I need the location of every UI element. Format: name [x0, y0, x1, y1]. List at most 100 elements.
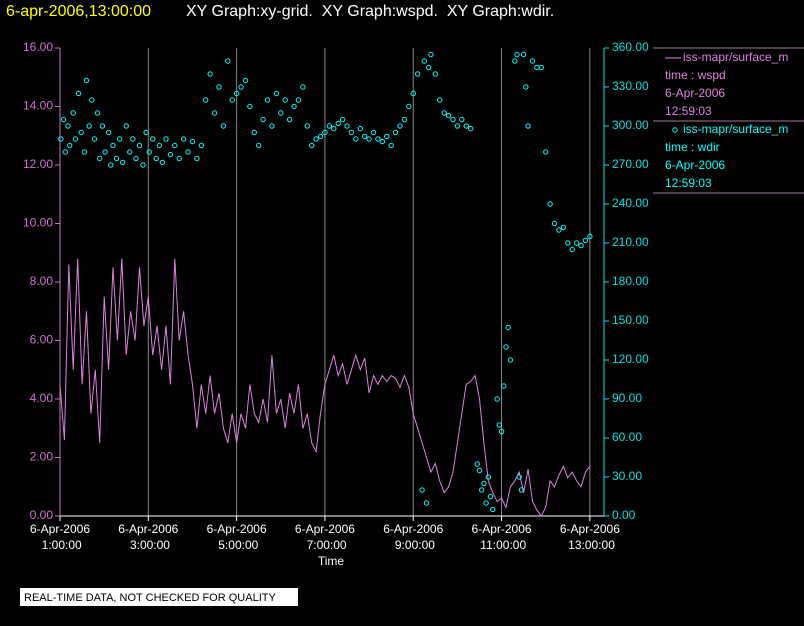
y2-tick-label: 0.00: [612, 508, 636, 522]
wdir-point: [180, 136, 187, 142]
y2-tick-label: 300.00: [612, 118, 649, 132]
wdir-point: [207, 71, 213, 77]
y2-tick-label: 30.00: [612, 469, 642, 483]
legend-entry: iss-mapr/surface_m: [683, 50, 788, 64]
wdir-point: [60, 116, 67, 123]
legend-detail: 6-Apr-2006: [665, 158, 725, 172]
wdir-point: [269, 123, 275, 129]
wdir-point: [467, 125, 474, 132]
y-tick-label: 16.00: [23, 40, 53, 54]
wdir-point: [529, 58, 536, 64]
y-tick-label: 6.00: [30, 333, 54, 347]
wdir-point: [108, 162, 114, 168]
y2-tick-label: 210.00: [612, 235, 649, 249]
x-tick-label-text: 6-Apr-2006 3:00:00: [118, 522, 178, 552]
wdir-point: [459, 116, 465, 123]
wdir-point: [86, 123, 92, 129]
wdir-point: [339, 116, 346, 123]
wdir-point: [498, 428, 505, 435]
legend-detail: time : wdir: [665, 140, 720, 154]
wdir-point: [130, 136, 136, 142]
wdir-point: [344, 123, 350, 129]
wdir-point: [81, 149, 87, 155]
wdir-point: [94, 110, 101, 116]
legend-detail: time : wspd: [665, 68, 726, 82]
wdir-point: [278, 110, 284, 116]
y2-tick-label: 180.00: [612, 274, 649, 288]
y-tick-label: 0.00: [30, 508, 54, 522]
wdir-point: [587, 233, 593, 240]
wdir-point: [97, 155, 103, 162]
wdir-point: [384, 133, 390, 140]
legend-detail: 12:59:03: [665, 176, 712, 190]
wdir-point: [203, 97, 209, 103]
note: REAL-TIME DATA, NOT CHECKED FOR QUALITY: [24, 592, 276, 604]
wdir-point: [233, 90, 240, 97]
wdir-point: [326, 123, 333, 129]
wdir-point: [99, 123, 106, 129]
y2-tick-label: 90.00: [612, 391, 642, 405]
wdir-point: [58, 136, 64, 142]
y-tick-label: 2.00: [30, 450, 54, 464]
wdir-point: [308, 142, 315, 149]
wdir-point: [432, 71, 439, 77]
wdir-point: [547, 201, 553, 207]
wdir-point: [565, 240, 571, 246]
wdir-point: [538, 64, 544, 71]
wdir-point: [153, 155, 159, 162]
y2-tick-label: 150.00: [612, 313, 649, 327]
wdir-point: [560, 224, 567, 231]
x-tick-label: 6-Apr-2006 9:00:00: [383, 522, 443, 552]
wdir-point: [578, 242, 584, 249]
y2-tick-label: 360.00: [612, 40, 649, 54]
y-tick-label: 14.00: [23, 99, 53, 113]
wdir-point: [518, 487, 525, 493]
x-tick-label-text: 6-Apr-2006 11:00:00: [472, 522, 532, 552]
x-tick-label-text: 6-Apr-2006 13:00:00: [560, 522, 620, 552]
x-tick-label: 6-Apr-2006 11:00:00: [472, 522, 532, 552]
wdir-point: [573, 240, 580, 246]
wdir-point: [445, 112, 452, 119]
wdir-point: [304, 123, 310, 129]
wdir-point: [514, 51, 520, 58]
y2-tick-label: 120.00: [612, 352, 649, 366]
wdir-point: [256, 142, 262, 149]
wdir-point: [487, 493, 494, 500]
wdir-point: [159, 159, 166, 166]
wdir-point: [238, 84, 244, 90]
wdir-point: [123, 123, 129, 129]
legend-detail: 12:59:03: [665, 104, 712, 118]
wdir-point: [421, 58, 427, 64]
x-tick-label: 6-Apr-2006 1:00:00: [30, 522, 90, 552]
wdir-point: [264, 97, 271, 103]
wdir-point: [136, 142, 143, 149]
wdir-point: [357, 125, 363, 132]
wdir-point: [120, 159, 126, 166]
y2-tick-label: 270.00: [612, 157, 649, 171]
wdir-point: [72, 136, 79, 142]
wdir-point: [67, 142, 73, 149]
wdir-point: [300, 84, 306, 90]
wdir-point: [485, 474, 492, 480]
wdir-point: [353, 136, 359, 142]
wdir-point: [163, 136, 169, 142]
wdir-point: [426, 64, 432, 71]
wdir-point: [582, 237, 589, 244]
wdir-point: [410, 90, 416, 97]
wdir-point: [496, 422, 503, 428]
wdir-point: [414, 71, 421, 77]
wdir-point: [317, 133, 324, 140]
wdir-point: [172, 142, 178, 149]
wdir-point: [70, 110, 76, 116]
wdir-point: [65, 123, 71, 129]
wdir-point: [220, 123, 227, 129]
wdir-point: [116, 136, 123, 142]
wdir-point: [481, 480, 487, 487]
wdir-point: [392, 129, 399, 136]
wdir-point: [89, 97, 95, 103]
wdir-point: [313, 136, 319, 142]
wdir-point: [273, 90, 280, 97]
x-tick-label-text: 6-Apr-2006 7:00:00: [295, 522, 355, 552]
wdir-point: [370, 129, 377, 136]
